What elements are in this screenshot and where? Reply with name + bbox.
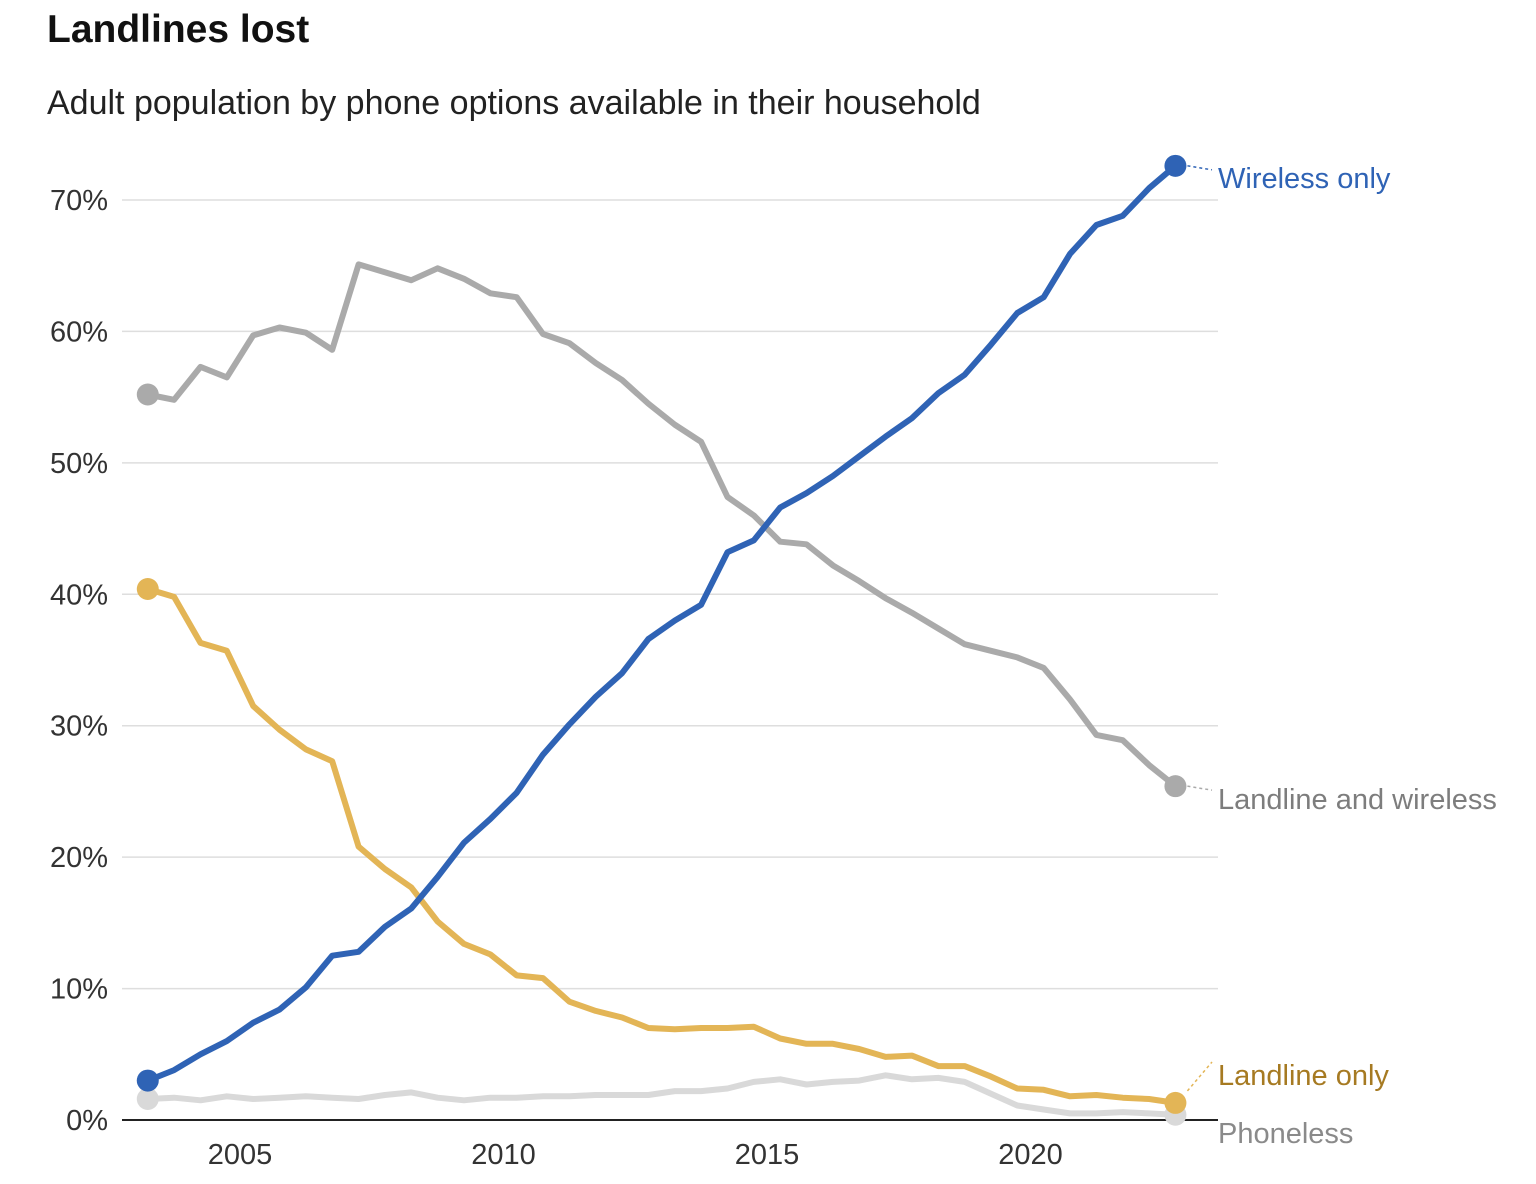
series-line	[144, 1072, 1179, 1118]
series-start-dot	[136, 383, 159, 406]
series-label: Wireless only	[1218, 163, 1391, 195]
x-tick-label: 2015	[735, 1139, 800, 1171]
series-start-dot	[136, 1069, 159, 1092]
chart-subtitle: Adult population by phone options availa…	[47, 84, 981, 122]
y-tick-label: 0%	[66, 1105, 108, 1137]
series-start-dot	[136, 578, 159, 601]
y-tick-label: 50%	[50, 448, 108, 480]
y-tick-label: 20%	[50, 842, 108, 874]
series-end-dot	[1164, 775, 1187, 798]
series-start-dot	[136, 1087, 159, 1110]
x-tick-label: 2005	[208, 1139, 273, 1171]
x-tick-label: 2010	[471, 1139, 536, 1171]
label-connector	[1187, 785, 1213, 791]
y-tick-label: 10%	[50, 974, 108, 1006]
series-label: Phoneless	[1218, 1118, 1353, 1150]
series-line	[144, 162, 1179, 1084]
series-end-dot	[1164, 154, 1187, 177]
series-label: Landline and wireless	[1218, 784, 1497, 816]
chart-title: Landlines lost	[47, 8, 310, 51]
label-connector	[1186, 1061, 1213, 1092]
series-line	[144, 261, 1179, 790]
label-connector	[1187, 165, 1213, 171]
y-tick-label: 60%	[50, 316, 108, 348]
y-tick-label: 30%	[50, 711, 108, 743]
x-tick-label: 2020	[998, 1139, 1063, 1171]
series-end-dot	[1164, 1091, 1187, 1114]
y-tick-label: 70%	[50, 185, 108, 217]
y-tick-label: 40%	[50, 579, 108, 611]
series-line	[144, 586, 1179, 1106]
series-label: Landline only	[1218, 1060, 1389, 1092]
